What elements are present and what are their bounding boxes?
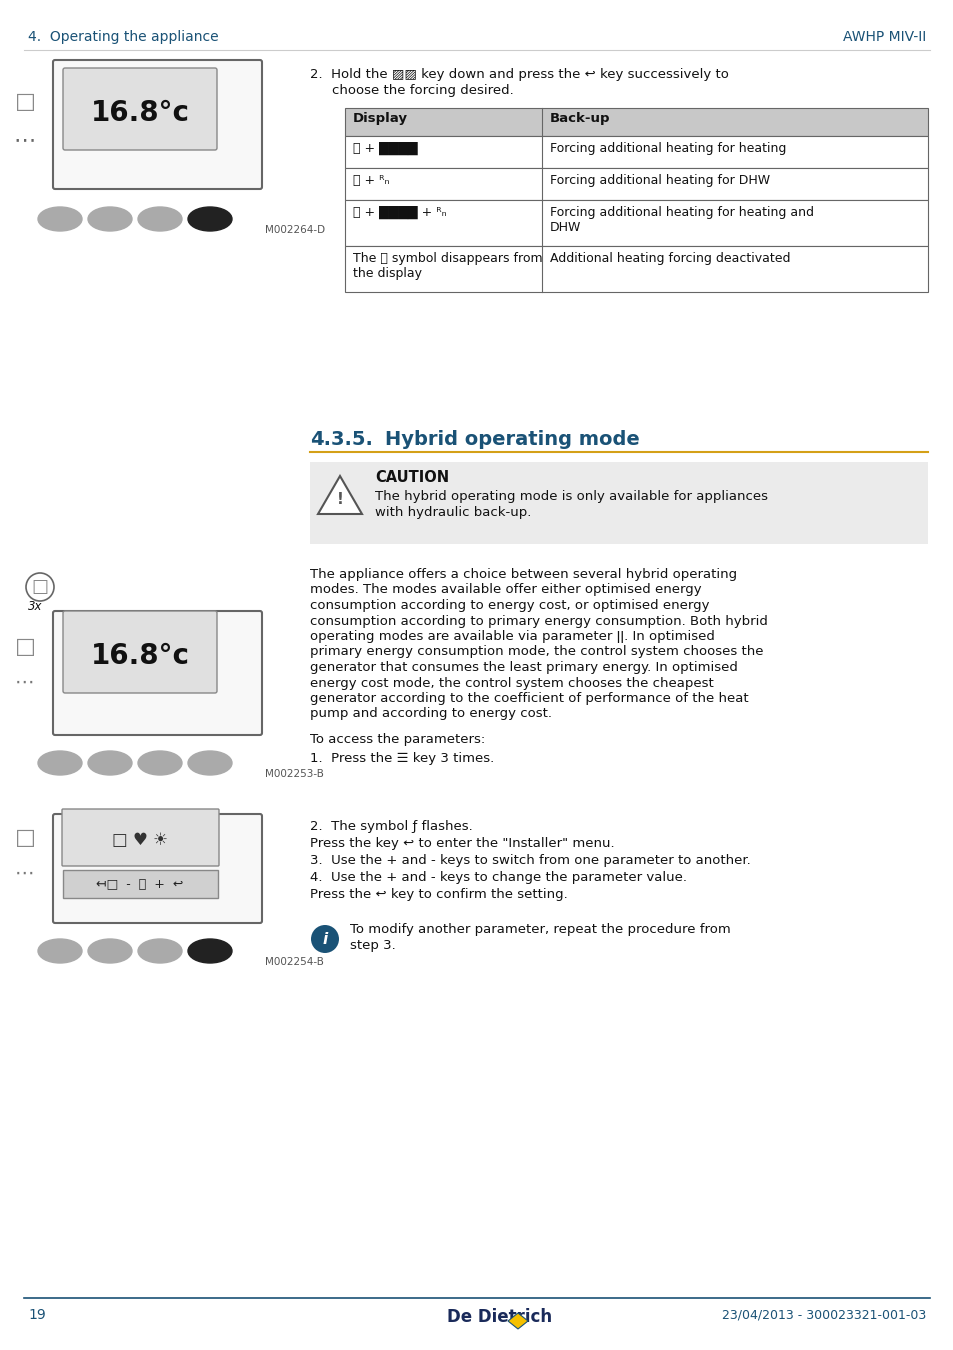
Text: 19: 19 bbox=[28, 1308, 46, 1322]
Text: ⛶ + ████: ⛶ + ████ bbox=[353, 142, 417, 155]
Text: Forcing additional heating for DHW: Forcing additional heating for DHW bbox=[550, 174, 769, 188]
Ellipse shape bbox=[188, 207, 232, 231]
Text: 23/04/2013 - 300023321-001-03: 23/04/2013 - 300023321-001-03 bbox=[721, 1308, 925, 1322]
Text: i: i bbox=[322, 931, 327, 946]
Text: To access the parameters:: To access the parameters: bbox=[310, 733, 485, 747]
Circle shape bbox=[311, 925, 338, 953]
Text: 2.  Hold the ▨▨ key down and press the ↩ key successively to: 2. Hold the ▨▨ key down and press the ↩ … bbox=[310, 68, 728, 81]
Text: generator that consumes the least primary energy. In optimised: generator that consumes the least primar… bbox=[310, 662, 737, 674]
Text: De Dietrich: De Dietrich bbox=[447, 1308, 552, 1326]
Ellipse shape bbox=[38, 207, 82, 231]
Text: 4.  Operating the appliance: 4. Operating the appliance bbox=[28, 30, 218, 45]
Text: Forcing additional heating for heating: Forcing additional heating for heating bbox=[550, 142, 785, 155]
Text: Press the ↩ key to confirm the setting.: Press the ↩ key to confirm the setting. bbox=[310, 888, 567, 900]
Text: Back-up: Back-up bbox=[550, 112, 610, 126]
Text: step 3.: step 3. bbox=[350, 940, 395, 952]
Text: 16.8°c: 16.8°c bbox=[91, 99, 190, 127]
FancyBboxPatch shape bbox=[62, 809, 219, 865]
FancyBboxPatch shape bbox=[53, 814, 262, 923]
FancyBboxPatch shape bbox=[63, 612, 216, 693]
Text: with hydraulic back-up.: with hydraulic back-up. bbox=[375, 506, 531, 518]
Text: 2.  The symbol ƒ flashes.: 2. The symbol ƒ flashes. bbox=[310, 819, 473, 833]
Text: □: □ bbox=[31, 578, 49, 595]
Text: M002254-B: M002254-B bbox=[265, 957, 323, 967]
FancyBboxPatch shape bbox=[53, 59, 262, 189]
Text: Additional heating forcing deactivated: Additional heating forcing deactivated bbox=[550, 252, 790, 265]
Text: ⋯: ⋯ bbox=[14, 130, 36, 150]
Polygon shape bbox=[507, 1314, 527, 1328]
Text: 3x: 3x bbox=[28, 599, 43, 613]
Ellipse shape bbox=[88, 940, 132, 963]
Text: ⛶ + ████ + ᴿₙ: ⛶ + ████ + ᴿₙ bbox=[353, 207, 446, 219]
Text: ⋯: ⋯ bbox=[15, 674, 34, 693]
Text: ⛶ + ᴿₙ: ⛶ + ᴿₙ bbox=[353, 174, 389, 188]
Bar bbox=[310, 462, 927, 544]
Text: operating modes are available via parameter ǀǀ. In optimised: operating modes are available via parame… bbox=[310, 630, 714, 643]
Text: M002253-B: M002253-B bbox=[265, 769, 323, 779]
Text: ⋯: ⋯ bbox=[15, 864, 34, 883]
Bar bbox=[345, 108, 927, 136]
Ellipse shape bbox=[38, 751, 82, 775]
Text: energy cost mode, the control system chooses the cheapest: energy cost mode, the control system cho… bbox=[310, 676, 713, 690]
Text: □ ♥ ☀: □ ♥ ☀ bbox=[112, 832, 168, 849]
Text: primary energy consumption mode, the control system chooses the: primary energy consumption mode, the con… bbox=[310, 645, 762, 659]
Ellipse shape bbox=[188, 751, 232, 775]
Ellipse shape bbox=[138, 207, 182, 231]
Text: 4.3.5.: 4.3.5. bbox=[310, 431, 373, 450]
Text: pump and according to energy cost.: pump and according to energy cost. bbox=[310, 707, 552, 721]
Polygon shape bbox=[317, 477, 361, 514]
Text: generator according to the coefficient of performance of the heat: generator according to the coefficient o… bbox=[310, 693, 748, 705]
Text: The ⛶ symbol disappears from: The ⛶ symbol disappears from bbox=[353, 252, 542, 265]
Text: modes. The modes available offer either optimised energy: modes. The modes available offer either … bbox=[310, 583, 700, 597]
Text: CAUTION: CAUTION bbox=[375, 470, 449, 485]
Text: The appliance offers a choice between several hybrid operating: The appliance offers a choice between se… bbox=[310, 568, 737, 580]
Bar bbox=[63, 869, 218, 898]
Ellipse shape bbox=[38, 940, 82, 963]
Ellipse shape bbox=[188, 940, 232, 963]
FancyBboxPatch shape bbox=[63, 68, 216, 150]
Bar bbox=[345, 200, 927, 246]
Text: Display: Display bbox=[353, 112, 408, 126]
Ellipse shape bbox=[88, 207, 132, 231]
Text: consumption according to primary energy consumption. Both hybrid: consumption according to primary energy … bbox=[310, 614, 767, 628]
Text: ↤□  -  ⮟  +  ↩: ↤□ - ⮟ + ↩ bbox=[96, 879, 184, 891]
Text: !: ! bbox=[336, 493, 343, 508]
Text: □: □ bbox=[14, 92, 35, 112]
Ellipse shape bbox=[138, 751, 182, 775]
Text: To modify another parameter, repeat the procedure from: To modify another parameter, repeat the … bbox=[350, 923, 730, 936]
Text: consumption according to energy cost, or optimised energy: consumption according to energy cost, or… bbox=[310, 599, 709, 612]
Text: 16.8°c: 16.8°c bbox=[91, 643, 190, 670]
Text: Hybrid operating mode: Hybrid operating mode bbox=[385, 431, 639, 450]
FancyBboxPatch shape bbox=[53, 612, 262, 734]
Bar bbox=[345, 136, 927, 167]
Text: choose the forcing desired.: choose the forcing desired. bbox=[332, 84, 514, 97]
Text: the display: the display bbox=[353, 267, 421, 279]
Text: 3.  Use the + and - keys to switch from one parameter to another.: 3. Use the + and - keys to switch from o… bbox=[310, 855, 750, 867]
Text: Press the key ↩ to enter the "Installer" menu.: Press the key ↩ to enter the "Installer"… bbox=[310, 837, 614, 850]
Text: The hybrid operating mode is only available for appliances: The hybrid operating mode is only availa… bbox=[375, 490, 767, 504]
Ellipse shape bbox=[138, 940, 182, 963]
Text: □: □ bbox=[14, 828, 35, 848]
Ellipse shape bbox=[88, 751, 132, 775]
Text: M002264-D: M002264-D bbox=[265, 225, 325, 235]
Bar bbox=[345, 246, 927, 292]
Text: DHW: DHW bbox=[550, 221, 580, 234]
Text: □: □ bbox=[14, 637, 35, 657]
Bar bbox=[345, 167, 927, 200]
Text: AWHP MIV-II: AWHP MIV-II bbox=[841, 30, 925, 45]
Text: 4.  Use the + and - keys to change the parameter value.: 4. Use the + and - keys to change the pa… bbox=[310, 871, 686, 884]
Text: 1.  Press the ☰ key 3 times.: 1. Press the ☰ key 3 times. bbox=[310, 752, 494, 765]
Text: Forcing additional heating for heating and: Forcing additional heating for heating a… bbox=[550, 207, 813, 219]
